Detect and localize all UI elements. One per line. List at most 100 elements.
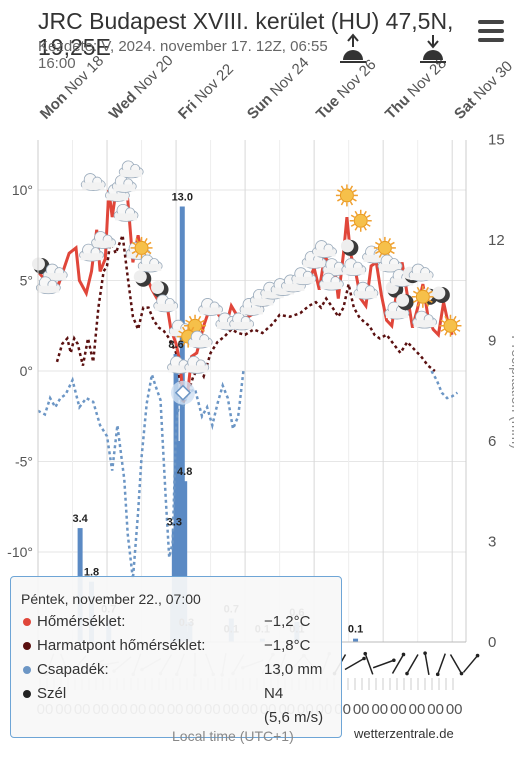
cloud-icon (167, 355, 192, 374)
feels-like-line (37, 370, 245, 580)
wind-arrow-icon (449, 654, 464, 676)
feels-like-late-line (430, 370, 459, 400)
axes (37, 140, 467, 643)
tooltip: Péntek, november 22., 07:00 Hőmérséklet:… (10, 576, 342, 738)
y-left-tick-label: 5° (20, 273, 33, 289)
cloud-icon (137, 254, 163, 273)
tooltip-value: −1,2°C (264, 613, 311, 630)
tooltip-row-wind-detail: (5,6 m/s) (21, 709, 341, 729)
weather-icons (31, 160, 462, 374)
tooltip-label: Szél (37, 685, 67, 702)
precip-data-label: 0.1 (348, 624, 363, 636)
cloud-icon (341, 258, 367, 277)
grid-lines (37, 140, 466, 642)
cloud-icon (318, 272, 344, 291)
time-tick-label: 00 (353, 701, 370, 718)
y-left-tick-label: -10° (7, 544, 33, 560)
tooltip-label: Harmatpont hőmérséklet: (37, 637, 206, 654)
wind-arrow-icon (372, 658, 396, 669)
wind-arrow-icon (363, 651, 374, 675)
credits-link[interactable]: wetterzentrale.de (354, 726, 454, 741)
cloud-icon (412, 310, 437, 329)
y-right-tick-label: 9 (488, 333, 496, 350)
moon-icon (340, 239, 359, 256)
cloud-icon (377, 254, 403, 273)
cloud-icon (118, 160, 144, 179)
tooltip-value: N4 (264, 685, 284, 702)
cloud-icon (291, 267, 317, 286)
precipitation-bar (173, 353, 179, 642)
tooltip-label: Hőmérséklet: (37, 613, 126, 630)
moon-icon (151, 281, 169, 298)
tooltip-row-temperature: Hőmérséklet: −1,2°C (21, 613, 341, 633)
precip-data-label: 13.0 (172, 192, 193, 204)
cloud-icon (153, 294, 179, 313)
time-tick-label: 00 (371, 701, 388, 718)
y-right-tick-label: 0 (488, 634, 496, 651)
hamburger-menu-icon[interactable] (478, 20, 504, 42)
tooltip-value: −1,8°C (264, 637, 311, 654)
sun-icon (130, 236, 153, 259)
tooltip-row-precipitation: Csapadék: 13,0 mm (21, 661, 341, 681)
wind-arrow-icon (391, 652, 406, 674)
cloud-icon (113, 203, 139, 222)
x-tick-label: Sat Nov 30 (451, 58, 514, 123)
sun-icon (373, 236, 396, 259)
cloud-icon (198, 298, 223, 316)
time-tick-label: 00 (427, 701, 444, 718)
sunrise-icon (340, 33, 366, 63)
wind-arrow-icon (423, 651, 430, 675)
dewpoint-dot-icon (23, 642, 31, 650)
x-tick-label: Fri Nov 22 (175, 61, 237, 123)
sunset-time: 16:00 (38, 55, 76, 72)
wind-arrow-icon (405, 654, 419, 676)
moon-icon (133, 270, 152, 287)
tooltip-row-wind: Szél N4 (21, 685, 341, 705)
temperature-dot-icon (23, 618, 31, 626)
time-tick-label: 00 (446, 701, 463, 718)
precipitation-dot-icon (23, 666, 31, 674)
precip-data-label: 8.6 (168, 339, 183, 351)
x-tick-label: Sun Nov 24 (244, 54, 313, 123)
sun-icon (411, 285, 434, 308)
cloud-icon (80, 173, 106, 191)
cloud-icon (229, 312, 255, 331)
tooltip-header: Péntek, november 22., 07:00 (21, 591, 201, 607)
time-tick-label: 00 (409, 701, 426, 718)
tooltip-label: Csapadék: (37, 661, 109, 678)
moon-icon (396, 293, 414, 311)
x-axis-title: Local time (UTC+1) (172, 728, 294, 744)
tooltip-value: 13,0 mm (264, 661, 323, 678)
cloud-icon (408, 263, 434, 282)
x-tick-label: Thu Nov 28 (382, 55, 450, 123)
precip-data-label: 3.3 (167, 516, 182, 528)
y-right-tick-label: 15 (488, 132, 505, 149)
precipitation-bar (182, 481, 188, 642)
y-right-tick-label: 3 (488, 534, 496, 551)
y-left-tick-label: 10° (12, 182, 33, 198)
cloud-icon (184, 355, 210, 374)
chart-subtitle: Kezdete: V, 2024. november 17. 12Z, 06:5… (38, 38, 328, 72)
wind-arrow-icon (344, 656, 366, 671)
y-left-tick-label: -5° (15, 454, 33, 470)
precip-data-label: 4.8 (177, 466, 192, 478)
precipitation-bar (179, 206, 185, 642)
cloud-icon (312, 240, 337, 258)
x-tick-label: Tue Nov 26 (313, 56, 380, 123)
y-right-axis-label: Precipitation (mm) (509, 335, 514, 449)
start-time-text: Kezdete: V, 2024. november 17. 12Z (38, 38, 282, 55)
time-tick-label: 00 (390, 701, 407, 718)
precipitation-bar (177, 441, 183, 642)
sunset-icon (420, 35, 446, 63)
cloud-icon (187, 330, 213, 349)
y-right-tick-label: 12 (488, 232, 505, 249)
precipitation-bar (353, 638, 359, 642)
cloud-icon (353, 281, 379, 300)
sun-icon (439, 314, 462, 337)
hover-marker (174, 384, 192, 401)
sun-icon (335, 184, 358, 207)
wind-arrow-icon (462, 653, 480, 673)
x-tick-label: Wed Nov 20 (106, 52, 177, 123)
x-tick-label: Mon Nov 18 (37, 52, 107, 122)
